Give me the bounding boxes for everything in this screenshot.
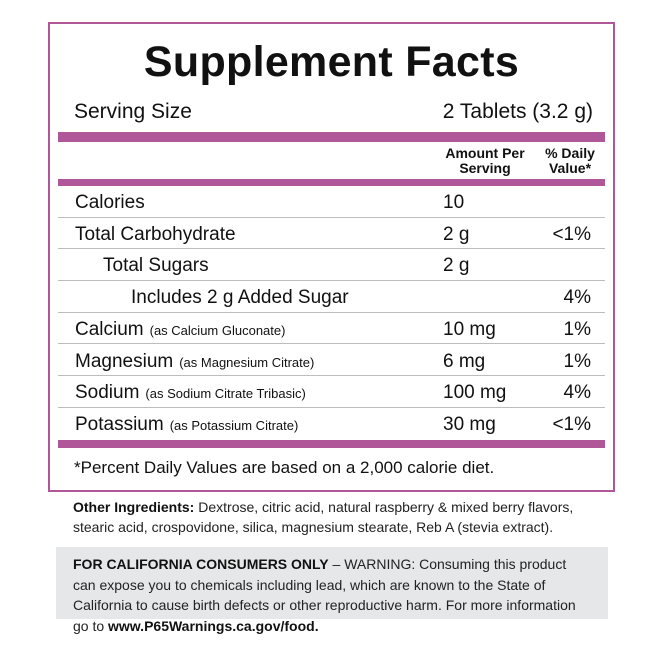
- nutrient-row: Includes 2 g Added Sugar 4%: [58, 281, 605, 313]
- header-daily-value: % Daily Value*: [545, 145, 595, 176]
- prop65-warning: FOR CALIFORNIA CONSUMERS ONLY – WARNING:…: [56, 547, 608, 634]
- nutrient-amount: 30 mg: [443, 413, 496, 435]
- nutrient-source: (as Magnesium Citrate): [179, 354, 315, 370]
- nutrient-row: Potassium (as Potassium Citrate) 30 mg <1%: [58, 408, 605, 440]
- nutrient-name: Magnesium (as Magnesium Citrate): [75, 351, 314, 373]
- divider-bar: [58, 440, 605, 448]
- nutrient-label: Total Sugars: [103, 255, 209, 277]
- nutrient-amount: 10 mg: [443, 318, 496, 340]
- divider-bar: [58, 132, 605, 142]
- serving-size-label: Serving Size: [74, 100, 192, 123]
- other-ingredients: Other Ingredients: Dextrose, citric acid…: [73, 497, 593, 537]
- ingredients-text: Dextrose, citric acid, natural raspberry…: [73, 499, 574, 535]
- nutrient-name: Total Sugars: [103, 255, 215, 277]
- nutrient-row: Magnesium (as Magnesium Citrate) 6 mg 1%: [58, 345, 605, 377]
- nutrient-daily-value: <1%: [552, 413, 591, 435]
- ingredients-label: Other Ingredients:: [73, 499, 195, 515]
- nutrient-name: Total Carbohydrate: [75, 224, 242, 246]
- panel-title: Supplement Facts: [143, 38, 520, 86]
- nutrient-label: Calcium: [75, 318, 144, 340]
- nutrient-name: Calories: [75, 192, 151, 214]
- nutrient-source: (as Calcium Gluconate): [149, 322, 286, 338]
- nutrient-row: Total Carbohydrate 2 g <1%: [58, 218, 605, 250]
- nutrient-row: Calories 10: [58, 186, 605, 218]
- warning-link[interactable]: www.P65Warnings.ca.gov/food.: [108, 617, 319, 634]
- nutrient-daily-value: 4%: [563, 287, 591, 309]
- nutrient-label: Includes 2 g Added Sugar: [131, 287, 349, 309]
- nutrient-name: Sodium (as Sodium Citrate Tribasic): [75, 382, 306, 404]
- nutrient-daily-value: 1%: [563, 350, 591, 372]
- nutrient-label: Sodium: [75, 382, 140, 404]
- nutrient-amount: 100 mg: [443, 382, 507, 404]
- header-amount: Amount Per Serving: [445, 145, 525, 176]
- serving-size: Serving Size 2 Tablets (3.2 g): [74, 100, 593, 124]
- serving-size-value: 2 Tablets (3.2 g): [442, 100, 593, 123]
- nutrient-daily-value: 1%: [563, 318, 591, 340]
- nutrient-row: Sodium (as Sodium Citrate Tribasic) 100 mg…: [58, 376, 605, 408]
- supplement-facts-panel: Supplement Facts Serving Size 2 Tablets …: [48, 22, 615, 492]
- nutrient-amount: 6 mg: [443, 350, 486, 372]
- nutrient-name: Potassium (as Potassium Citrate): [75, 414, 298, 436]
- footnote: *Percent Daily Values are based on a 2,0…: [74, 458, 495, 477]
- nutrient-amount: 10: [443, 192, 465, 213]
- nutrient-daily-value: <1%: [552, 223, 591, 245]
- nutrient-row: Total Sugars 2 g: [58, 249, 605, 281]
- warning-text: – WARNING: Consuming this product can ex…: [73, 556, 576, 634]
- nutrient-source: (as Potassium Citrate): [169, 417, 299, 433]
- nutrient-daily-value: 4%: [563, 382, 591, 404]
- nutrient-source: (as Sodium Citrate Tribasic): [145, 386, 306, 402]
- nutrient-label: Potassium: [75, 413, 164, 435]
- nutrient-label: Calories: [75, 192, 145, 213]
- nutrient-name: Calcium (as Calcium Gluconate): [75, 319, 285, 341]
- nutrient-label: Magnesium: [75, 350, 174, 372]
- warning-label: FOR CALIFORNIA CONSUMERS ONLY: [73, 556, 329, 572]
- nutrient-amount: 2 g: [443, 255, 470, 277]
- nutrient-row: Calcium (as Calcium Gluconate) 10 mg 1%: [58, 313, 605, 345]
- nutrient-amount: 2 g: [443, 223, 470, 245]
- nutrient-name: Includes 2 g Added Sugar: [131, 287, 355, 309]
- nutrient-label: Total Carbohydrate: [75, 223, 236, 245]
- divider-bar: [58, 179, 605, 186]
